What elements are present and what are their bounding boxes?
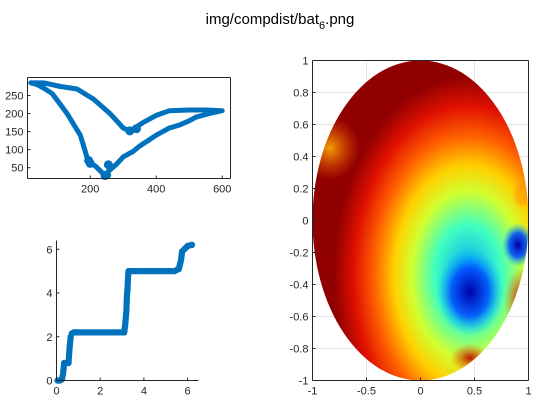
outline-point	[102, 170, 112, 180]
y-tick-label: 2	[46, 332, 52, 344]
y-tick-label: -0.6	[290, 312, 309, 324]
outline-ticks: 200 400 600 50 100 150 200 250	[5, 91, 231, 196]
outline-marks	[28, 80, 225, 181]
y-tick-label: 6	[46, 244, 52, 256]
x-tick-label: 1	[525, 386, 531, 398]
y-tick-label: 250	[5, 91, 23, 103]
sorted-distance-ticks: 0 2 4 6 0 2 4 6	[46, 244, 190, 397]
x-tick-label: 0	[53, 386, 59, 398]
y-tick-label: 50	[11, 163, 23, 175]
y-tick-label: 0.6	[293, 120, 308, 132]
figure-title: img/compdist/bat6.png	[206, 11, 355, 32]
y-tick-label: 100	[5, 145, 23, 157]
outline-plot: 200 400 600 50 100 150 200 250	[5, 77, 231, 196]
distance-map-ticks: -1 -0.5 0 0.5 1 -1 -0.8 -0.6 -0.4 -0.2 0 0.2 0.4 0.6 0…	[290, 56, 532, 398]
y-tick-label: 0.8	[293, 88, 308, 100]
outline-axes	[27, 77, 231, 179]
x-tick-label: 600	[213, 184, 231, 196]
y-tick-label: -0.4	[290, 280, 309, 292]
x-tick-label: 400	[147, 184, 165, 196]
sorted-distance-axes	[56, 240, 199, 381]
x-tick-label: 6	[185, 386, 191, 398]
x-tick-label: 200	[81, 184, 99, 196]
y-tick-label: 0	[46, 376, 52, 388]
y-tick-label: 1	[302, 56, 308, 68]
outline-point	[84, 155, 94, 165]
y-tick-label: 0	[302, 216, 308, 228]
x-tick-label: 0.5	[467, 386, 482, 398]
distance-map-plot: -1 -0.5 0 0.5 1 -1 -0.8 -0.6 -0.4 -0.2 0 0.2 0.4 0.6 0…	[290, 56, 532, 398]
y-tick-label: 0.2	[293, 184, 308, 196]
outline-point	[131, 124, 141, 134]
y-tick-label: 0.4	[293, 152, 308, 164]
x-tick-label: 4	[141, 386, 147, 398]
x-tick-label: 2	[97, 386, 103, 398]
x-tick-label: 0	[417, 386, 423, 398]
y-tick-label: 200	[5, 109, 23, 121]
sorted-distance-point	[188, 241, 196, 249]
sorted-distance-plot: 0 2 4 6 0 2 4 6	[46, 240, 199, 398]
sorted-distance-marks	[54, 241, 196, 384]
x-tick-label: -0.5	[357, 386, 376, 398]
y-tick-label: -0.2	[290, 248, 309, 260]
y-tick-label: -1	[299, 376, 309, 388]
y-tick-label: 150	[5, 127, 23, 139]
outline-point	[103, 160, 113, 170]
x-tick-label: -1	[308, 386, 318, 398]
y-tick-label: 4	[46, 288, 52, 300]
y-tick-label: -0.8	[290, 344, 309, 356]
